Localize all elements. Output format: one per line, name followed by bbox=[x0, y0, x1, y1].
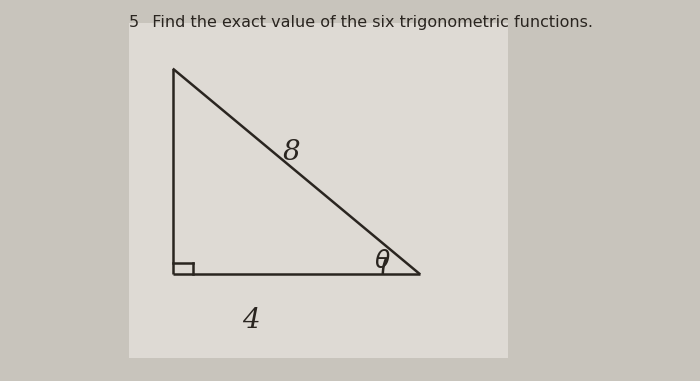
Bar bbox=[129, 23, 508, 358]
Text: $\theta$: $\theta$ bbox=[374, 249, 391, 273]
Text: 5: 5 bbox=[129, 15, 139, 30]
Text: 4: 4 bbox=[242, 307, 260, 333]
Text: Find the exact value of the six trigonometric functions.: Find the exact value of the six trigonom… bbox=[142, 15, 594, 30]
Text: 8: 8 bbox=[283, 139, 300, 166]
